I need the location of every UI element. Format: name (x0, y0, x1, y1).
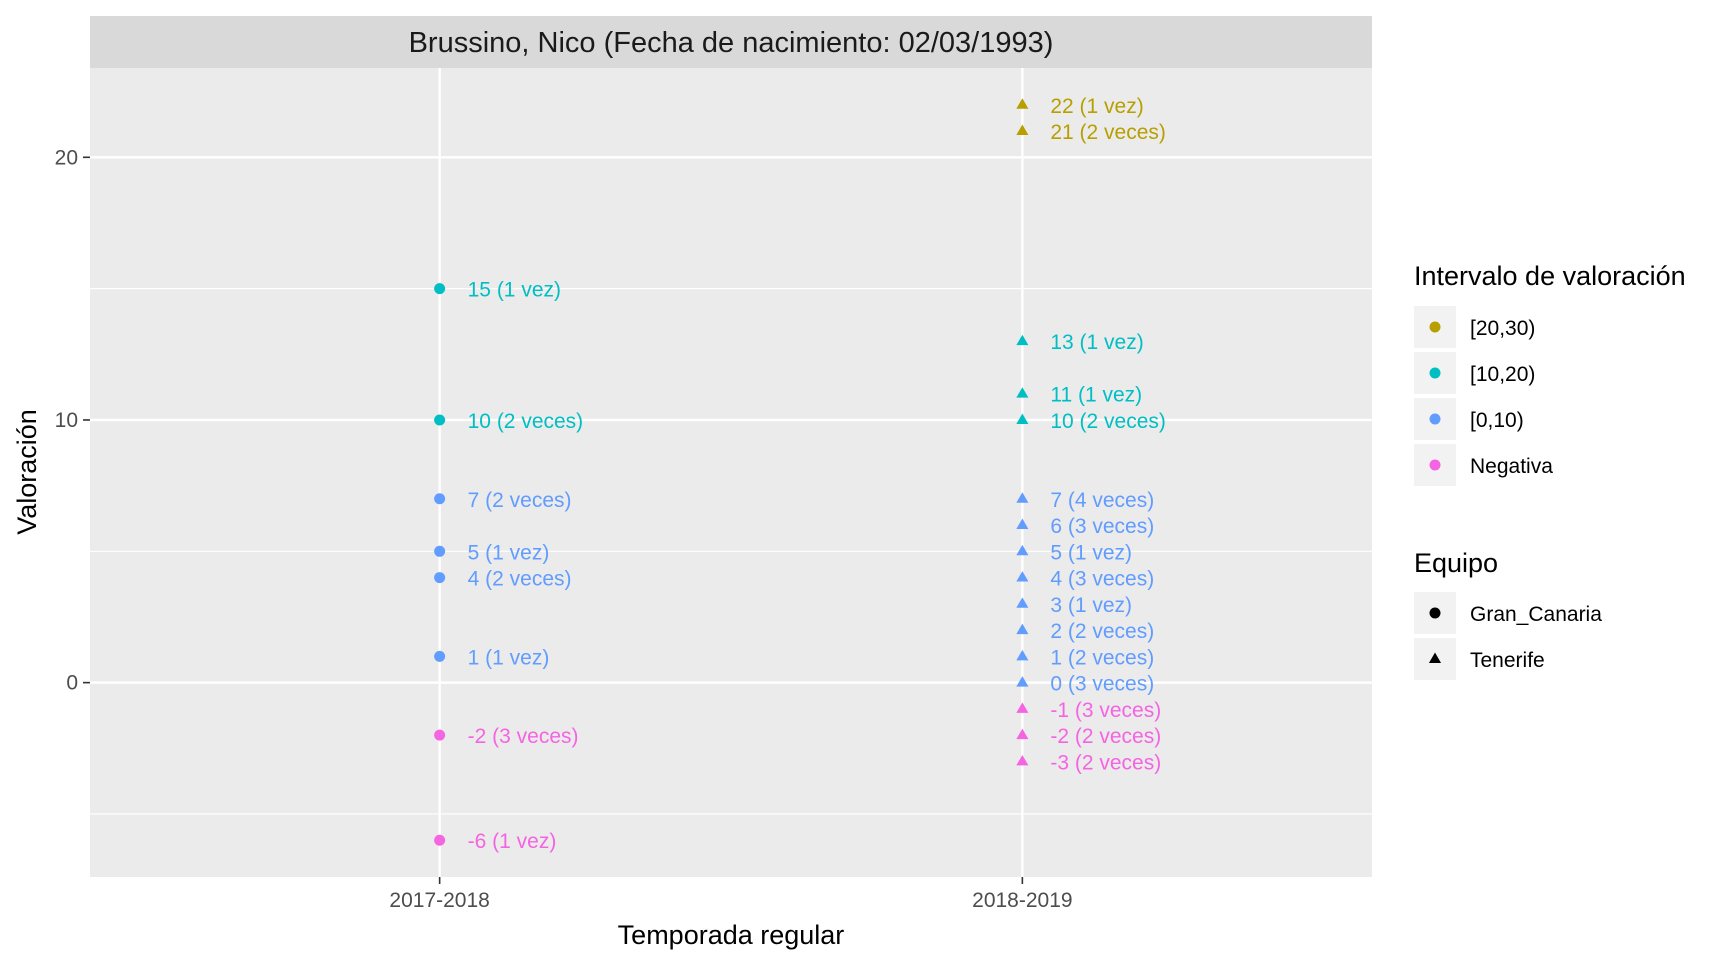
data-label: 7 (4 veces) (1050, 489, 1154, 512)
legend-swatch (1429, 367, 1441, 379)
data-label: 11 (1 vez) (1050, 384, 1142, 407)
data-label: 15 (1 vez) (468, 279, 561, 302)
data-point (1016, 492, 1029, 503)
data-point (1016, 387, 1029, 398)
data-point (434, 572, 446, 584)
data-label: 1 (2 veces) (1050, 646, 1154, 669)
data-label: 13 (1 vez) (1050, 331, 1143, 354)
data-label: 10 (2 veces) (1050, 410, 1166, 433)
legend-entry-label: Negativa (1470, 455, 1553, 478)
data-label: 2 (2 veces) (1050, 620, 1154, 643)
data-point (1016, 623, 1029, 635)
data-label: 22 (1 vez) (1050, 95, 1143, 118)
data-label: 6 (3 veces) (1050, 515, 1154, 538)
data-point (434, 650, 446, 662)
x-tick-label: 2018-2019 (972, 889, 1072, 912)
data-point (1016, 649, 1029, 661)
legend-team: Equipo Gran_Canaria Tenerife (1414, 548, 1602, 680)
y-axis-title: Valoración (12, 409, 42, 535)
data-point (1016, 124, 1029, 136)
data-point (1016, 413, 1029, 424)
y-tick-label: 0 (66, 672, 78, 695)
x-axis: 2017-2018 2018-2019 (389, 877, 1073, 912)
legend-entry-label: Tenerife (1470, 649, 1545, 672)
chart-title: Brussino, Nico (Fecha de nacimiento: 02/… (409, 27, 1054, 59)
legend-entry-label: Gran_Canaria (1470, 603, 1602, 626)
data-label: -2 (2 veces) (1050, 725, 1161, 748)
legend-entry-label: [20,30) (1470, 317, 1535, 340)
data-point (1016, 544, 1029, 556)
data-label: 0 (3 veces) (1050, 673, 1154, 696)
y-axis: 0 10 20 (55, 146, 90, 695)
data-point (1016, 98, 1029, 109)
legend-swatch (1429, 607, 1441, 619)
facet-strip (90, 16, 1372, 68)
y-tick-label: 20 (55, 146, 78, 169)
legend-swatch (1428, 652, 1442, 663)
legend-team-title: Equipo (1414, 548, 1498, 578)
legend-swatch (1429, 459, 1441, 471)
data-point (434, 729, 446, 741)
data-point (1016, 571, 1029, 582)
legend-interval: Intervalo de valoración [20,30) [10,20) [0,… (1414, 261, 1686, 486)
data-label: 7 (2 veces) (468, 489, 572, 512)
data-points (434, 98, 1029, 846)
legend-interval-title: Intervalo de valoración (1414, 261, 1686, 291)
x-axis-title: Temporada regular (618, 920, 845, 950)
legend-swatch (1429, 321, 1441, 333)
data-point (434, 283, 446, 295)
data-label: 10 (2 veces) (468, 410, 584, 433)
grid-lines (90, 68, 1372, 877)
data-label: 4 (3 veces) (1050, 568, 1154, 591)
data-label: -1 (3 veces) (1050, 699, 1161, 722)
data-point (1016, 676, 1029, 687)
data-label: 5 (1 vez) (1050, 541, 1132, 564)
data-point (1016, 702, 1029, 713)
data-point (434, 414, 446, 426)
plot-panel (90, 68, 1372, 877)
data-point (1016, 518, 1029, 530)
data-point (1016, 754, 1029, 766)
data-label: 21 (2 veces) (1050, 121, 1166, 144)
data-point (1016, 334, 1029, 346)
data-label: 1 (1 vez) (468, 646, 550, 669)
data-label: -3 (2 veces) (1050, 751, 1161, 774)
data-label: 5 (1 vez) (468, 541, 550, 564)
data-label: 4 (2 veces) (468, 568, 572, 591)
data-point (1016, 597, 1029, 608)
data-point (434, 545, 446, 557)
legend-entry-label: [10,20) (1470, 363, 1535, 386)
x-tick-label: 2017-2018 (389, 889, 489, 912)
y-tick-label: 10 (55, 409, 78, 432)
legend-entry-label: [0,10) (1470, 409, 1524, 432)
legend-swatch (1429, 413, 1441, 425)
data-labels: 15 (1 vez) 10 (2 veces) 7 (2 veces) 5 (1 ve… (468, 95, 1166, 853)
data-label: -6 (1 vez) (468, 830, 557, 853)
data-point (1016, 728, 1029, 740)
data-point (434, 493, 446, 505)
data-label: -2 (3 veces) (468, 725, 579, 748)
data-label: 3 (1 vez) (1050, 594, 1132, 617)
data-point (434, 834, 446, 846)
